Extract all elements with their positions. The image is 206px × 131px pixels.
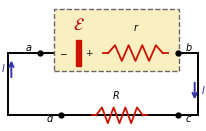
Text: $\mathcal{E}$: $\mathcal{E}$ <box>73 16 85 34</box>
Text: $+$: $+$ <box>85 48 94 58</box>
Text: R: R <box>113 91 120 101</box>
Text: a: a <box>26 43 32 53</box>
Bar <box>54 9 179 71</box>
Text: I: I <box>2 64 5 74</box>
Text: r: r <box>134 23 138 32</box>
Text: I: I <box>201 86 204 96</box>
Text: b: b <box>185 43 192 53</box>
Bar <box>76 40 81 66</box>
Text: d: d <box>46 114 53 124</box>
Text: c: c <box>186 114 191 124</box>
Text: $-$: $-$ <box>59 49 67 58</box>
